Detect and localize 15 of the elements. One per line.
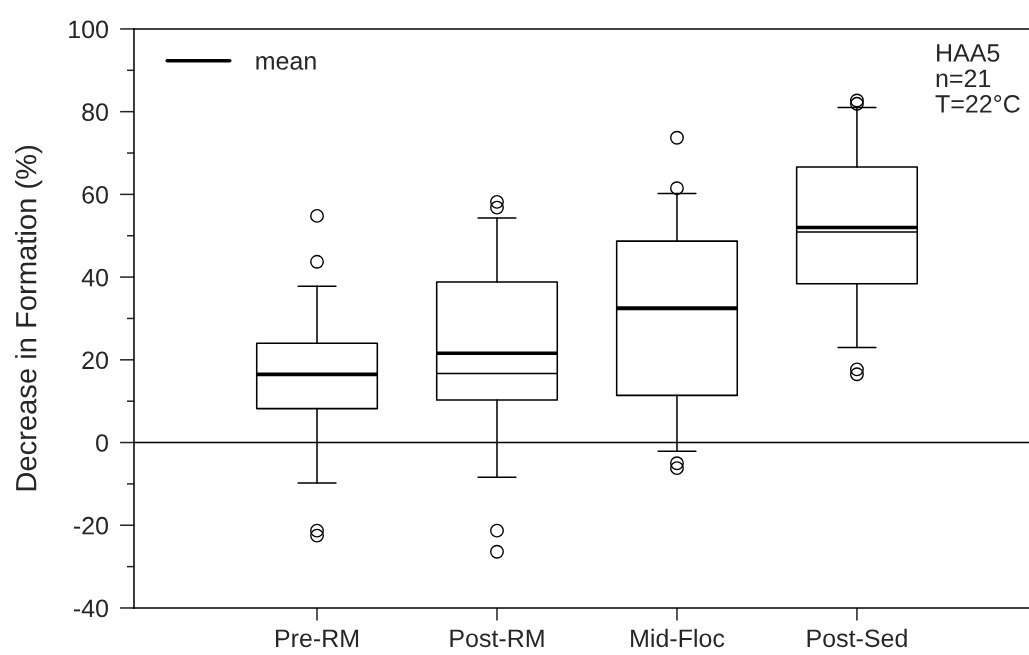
x-tick-label: Post-Sed <box>807 628 907 648</box>
x-tick-label: Mid-Floc <box>631 628 725 648</box>
y-tick-label: 80 <box>82 103 108 121</box>
x-tick-label: Post-RM <box>450 629 544 648</box>
y-tick-label: 40 <box>81 268 108 287</box>
x-tick-label: Pre-RM <box>276 629 359 648</box>
y-tick-label: 100 <box>69 20 108 39</box>
y-tick-label: -40 <box>73 599 108 618</box>
y-tick-label: 60 <box>82 185 108 204</box>
y-tick-label: 0 <box>96 434 108 452</box>
y-axis-title: Decrease in Formation (%) <box>15 146 43 491</box>
annotation: HAA5 n=21 T=22°C <box>935 44 1020 113</box>
y-tick-label: 20 <box>82 351 108 370</box>
y-tick-label: -20 <box>73 516 108 535</box>
legend-label: mean <box>256 56 316 70</box>
